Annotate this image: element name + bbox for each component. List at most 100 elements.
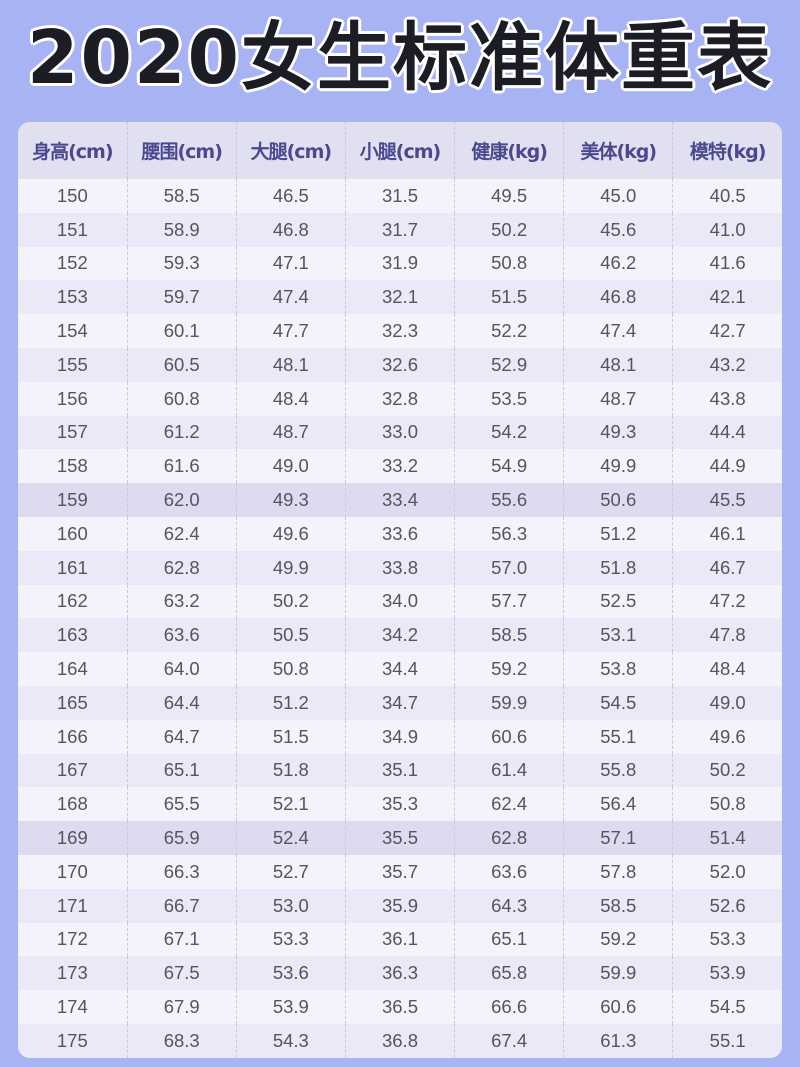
table-row: 155 60.5 48.1 32.6 52.9 48.1 43.2 xyxy=(18,347,782,382)
table-cell: 31.5 xyxy=(344,179,455,213)
table-cell: 53.8 xyxy=(563,652,673,686)
table-row: 168 65.5 52.1 35.3 62.4 56.4 50.8 xyxy=(18,787,782,822)
table-cell: 31.7 xyxy=(344,212,455,247)
table-row: 161 62.8 49.9 33.8 57.0 51.8 46.7 xyxy=(18,550,782,585)
table-cell: 59.7 xyxy=(126,280,237,315)
table-cell: 50.8 xyxy=(235,652,346,686)
page-title: 2020女生标准体重表 xyxy=(27,15,773,101)
table-row: 154 60.1 47.7 32.3 52.2 47.4 42.7 xyxy=(18,314,782,348)
table-cell: 65.8 xyxy=(454,956,564,991)
table-cell: 51.2 xyxy=(235,685,346,720)
table-cell: 34.7 xyxy=(344,685,455,720)
table-cell: 157 xyxy=(18,415,128,450)
table-cell: 33.2 xyxy=(344,449,455,484)
table-cell: 68.3 xyxy=(126,1023,237,1058)
table-cell: 32.8 xyxy=(344,381,455,416)
table-cell: 49.9 xyxy=(235,550,346,585)
table-cell: 36.5 xyxy=(344,990,455,1024)
table-cell: 60.6 xyxy=(454,719,564,754)
table-row: 156 60.8 48.4 32.8 53.5 48.7 43.8 xyxy=(18,381,782,416)
table-cell: 43.2 xyxy=(672,347,782,382)
table-cell: 53.3 xyxy=(672,922,782,957)
table-row: 167 65.1 51.8 35.1 61.4 55.8 50.2 xyxy=(18,753,782,788)
table-cell: 48.7 xyxy=(563,381,673,416)
table-cell: 54.9 xyxy=(454,449,564,484)
table-row: 166 64.7 51.5 34.9 60.6 55.1 49.6 xyxy=(18,719,782,754)
table-cell: 49.0 xyxy=(672,685,782,720)
table-cell: 67.5 xyxy=(126,956,237,991)
table-cell: 62.8 xyxy=(126,550,237,585)
table-row: 159 62.0 49.3 33.4 55.6 50.6 45.5 xyxy=(18,483,782,517)
table-cell: 172 xyxy=(18,922,128,957)
table-cell: 52.2 xyxy=(454,314,564,348)
table-cell: 58.5 xyxy=(563,888,673,923)
table-cell: 51.5 xyxy=(235,719,346,754)
table-cell: 54.5 xyxy=(563,685,673,720)
table-cell: 175 xyxy=(18,1023,128,1058)
table-cell: 35.5 xyxy=(344,821,455,855)
table-cell: 52.5 xyxy=(563,584,673,619)
table-cell: 58.5 xyxy=(126,179,237,213)
table-cell: 35.3 xyxy=(344,787,455,822)
table-cell: 151 xyxy=(18,212,128,247)
table-cell: 52.7 xyxy=(235,854,346,889)
table-cell: 56.4 xyxy=(563,787,673,822)
column-header: 模特(kg) xyxy=(672,122,782,179)
table-cell: 66.7 xyxy=(126,888,237,923)
table-cell: 50.8 xyxy=(672,787,782,822)
table-cell: 51.8 xyxy=(563,550,673,585)
table-cell: 47.1 xyxy=(235,246,346,281)
table-cell: 62.0 xyxy=(126,483,237,517)
table-cell: 55.6 xyxy=(454,483,564,517)
table-cell: 65.5 xyxy=(126,787,237,822)
table-cell: 53.1 xyxy=(563,618,673,653)
table-row: 175 68.3 54.3 36.8 67.4 61.3 55.1 xyxy=(18,1023,782,1058)
table-cell: 32.3 xyxy=(344,314,455,348)
table-cell: 36.3 xyxy=(344,956,455,991)
table-cell: 62.4 xyxy=(454,787,564,822)
column-header: 身高(cm) xyxy=(18,122,128,179)
table-cell: 55.1 xyxy=(563,719,673,754)
table-row: 173 67.5 53.6 36.3 65.8 59.9 53.9 xyxy=(18,956,782,991)
table-cell: 150 xyxy=(18,179,128,213)
table-cell: 36.1 xyxy=(344,922,455,957)
table-cell: 46.5 xyxy=(235,179,346,213)
table-cell: 35.1 xyxy=(344,753,455,788)
table-cell: 50.8 xyxy=(454,246,564,281)
table-cell: 62.4 xyxy=(126,516,237,551)
table-row: 174 67.9 53.9 36.5 66.6 60.6 54.5 xyxy=(18,990,782,1024)
table-cell: 168 xyxy=(18,787,128,822)
table-cell: 67.4 xyxy=(454,1023,564,1058)
table-cell: 54.2 xyxy=(454,415,564,450)
table-cell: 52.0 xyxy=(672,854,782,889)
table-cell: 53.0 xyxy=(235,888,346,923)
table-cell: 53.9 xyxy=(235,990,346,1024)
table-cell: 34.9 xyxy=(344,719,455,754)
table-row: 163 63.6 50.5 34.2 58.5 53.1 47.8 xyxy=(18,618,782,653)
table-cell: 33.8 xyxy=(344,550,455,585)
table-row: 150 58.5 46.5 31.5 49.5 45.0 40.5 xyxy=(18,179,782,213)
table-row: 171 66.7 53.0 35.9 64.3 58.5 52.6 xyxy=(18,888,782,923)
table-cell: 59.2 xyxy=(454,652,564,686)
table-cell: 52.9 xyxy=(454,347,564,382)
table-row: 151 58.9 46.8 31.7 50.2 45.6 41.0 xyxy=(18,212,782,247)
table-row: 152 59.3 47.1 31.9 50.8 46.2 41.6 xyxy=(18,246,782,281)
table-cell: 154 xyxy=(18,314,128,348)
column-header: 大腿(cm) xyxy=(235,122,346,179)
table-cell: 50.2 xyxy=(672,753,782,788)
table-cell: 66.3 xyxy=(126,854,237,889)
table-cell: 36.8 xyxy=(344,1023,455,1058)
table-cell: 166 xyxy=(18,719,128,754)
table-cell: 53.5 xyxy=(454,381,564,416)
table-row: 169 65.9 52.4 35.5 62.8 57.1 51.4 xyxy=(18,821,782,855)
table-cell: 40.5 xyxy=(672,179,782,213)
table-cell: 61.6 xyxy=(126,449,237,484)
table-cell: 55.8 xyxy=(563,753,673,788)
table-cell: 63.6 xyxy=(126,618,237,653)
table-row: 162 63.2 50.2 34.0 57.7 52.5 47.2 xyxy=(18,584,782,619)
table-cell: 48.1 xyxy=(235,347,346,382)
table-cell: 59.3 xyxy=(126,246,237,281)
table-cell: 50.2 xyxy=(235,584,346,619)
table-cell: 60.1 xyxy=(126,314,237,348)
weight-table: 身高(cm) 腰围(cm) 大腿(cm) 小腿(cm) 健康(kg) 美体(kg) 模特(k… xyxy=(18,122,782,1058)
